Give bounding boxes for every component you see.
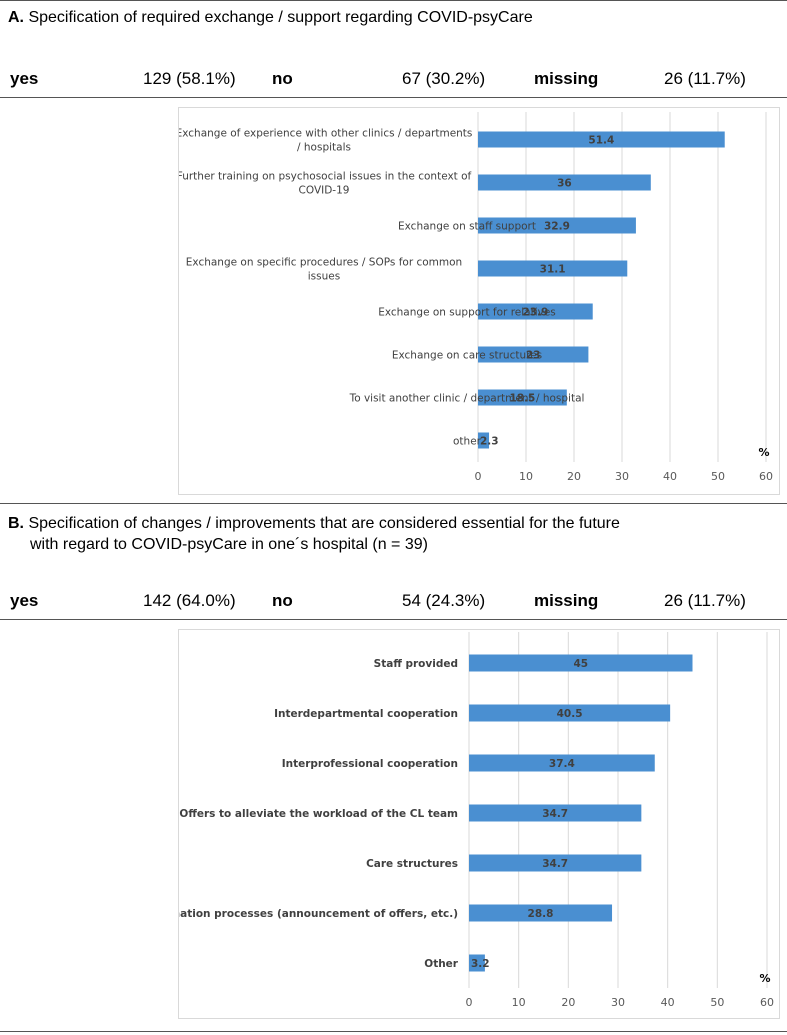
chart-b-data-label: 34.7 bbox=[542, 858, 568, 870]
chart-b-tick-label: 40 bbox=[661, 996, 675, 1009]
section-a-yes-value: 129 (58.1%) bbox=[143, 69, 236, 88]
chart-b-tick-label: 60 bbox=[760, 996, 774, 1009]
chart-a-data-label: 31.1 bbox=[540, 264, 566, 276]
chart-a-category-label: Exchange on care structures bbox=[392, 350, 542, 362]
chart-b-data-label: 40.5 bbox=[557, 708, 583, 720]
chart-b-bar bbox=[469, 904, 613, 922]
chart-b-category-label: Care structures bbox=[366, 858, 458, 870]
chart-a-category-label: To visit another clinic / department / h… bbox=[349, 393, 585, 405]
chart-a-data-label: 32.9 bbox=[544, 221, 570, 233]
section-a-stats-divider bbox=[0, 97, 787, 98]
chart-b-data-label: 45 bbox=[573, 658, 588, 670]
chart-a-data-label: 23 bbox=[526, 350, 541, 362]
section-b-letter: B. bbox=[8, 515, 24, 532]
chart-a-tick-label: 30 bbox=[615, 470, 629, 483]
chart-b: 0 10 20 30 40 50 60% 45 Staff provided 40.5 Interd… bbox=[141, 632, 774, 1009]
chart-a-tick-label: 0 bbox=[475, 470, 482, 483]
chart-a-bar bbox=[478, 217, 636, 234]
section-a-missing-value: 26 (11.7%) bbox=[664, 69, 746, 88]
section-b-yes-label: yes bbox=[10, 591, 39, 610]
chart-a: 0 10 20 30 40 50 60% 51.4 Exchange of experience… bbox=[176, 112, 773, 483]
chart-b-tick-label: 10 bbox=[512, 996, 526, 1009]
chart-a-bar bbox=[478, 303, 593, 320]
section-b-no-label: no bbox=[272, 591, 293, 610]
chart-a-tick-label: 20 bbox=[567, 470, 581, 483]
chart-a-category-label: Exchange of experience with other clinic… bbox=[179, 128, 472, 154]
chart-b-tick-label: 20 bbox=[561, 996, 575, 1009]
section-b-no-value: 54 (24.3%) bbox=[402, 591, 486, 610]
section-a-missing-label: missing bbox=[534, 69, 599, 88]
chart-a-data-label: 51.4 bbox=[588, 135, 614, 147]
chart-a-bar bbox=[478, 174, 651, 191]
chart-a-frame: 0 10 20 30 40 50 60% 51.4 Exchange of experience… bbox=[176, 107, 780, 495]
chart-b-tick-label: 30 bbox=[611, 996, 625, 1009]
chart-b-frame: 0 10 20 30 40 50 60% 45 Staff provided 40.5 Interd… bbox=[141, 629, 780, 1019]
chart-b-category-label: Offers to alleviate the workload of the … bbox=[179, 808, 458, 820]
chart-a-bar bbox=[478, 389, 567, 406]
chart-b-category-label: Information processes (announcement of o… bbox=[179, 908, 458, 920]
chart-b-category-label: Other bbox=[424, 958, 459, 970]
section-b-missing-value: 26 (11.7%) bbox=[664, 591, 746, 610]
section-b-title-line-2: with regard to COVID-psyCare in one´s ho… bbox=[30, 536, 428, 553]
chart-a-tick-label: 10 bbox=[519, 470, 533, 483]
chart-b-bar bbox=[469, 804, 642, 822]
section-b-missing-label: missing bbox=[534, 591, 599, 610]
section-b-stats-divider bbox=[0, 619, 787, 620]
section-a-no-label: no bbox=[272, 69, 293, 88]
chart-a-category-label: other bbox=[453, 436, 482, 448]
chart-b-bar bbox=[469, 954, 485, 972]
section-a-title-line-1: Specification of required exchange / sup… bbox=[28, 9, 533, 26]
chart-a-tick-label: 60 bbox=[759, 470, 773, 483]
chart-b-category-label: Interprofessional cooperation bbox=[282, 758, 458, 770]
chart-b-bar bbox=[469, 704, 671, 722]
chart-b-data-label: 28.8 bbox=[528, 908, 554, 920]
chart-b-bar bbox=[469, 854, 642, 872]
chart-a-data-label: 2.3 bbox=[480, 436, 499, 448]
chart-a-category-label: Exchange on staff support bbox=[398, 221, 536, 233]
chart-a-data-label: 18.5 bbox=[509, 393, 535, 405]
chart-b-unit-label: % bbox=[759, 972, 770, 985]
chart-a-bar bbox=[478, 131, 725, 148]
chart-b-data-label: 3.2 bbox=[471, 958, 490, 970]
chart-b-data-label: 34.7 bbox=[542, 808, 568, 820]
chart-b-bar bbox=[469, 754, 655, 772]
chart-a-category-label: Exchange on specific procedures / SOPs f… bbox=[186, 257, 462, 283]
chart-b-category-label: Staff provided bbox=[374, 658, 458, 670]
chart-a-bar bbox=[478, 260, 628, 277]
section-b-top-divider bbox=[0, 503, 787, 504]
section-a-title: A. Specification of required exchange / … bbox=[8, 8, 533, 28]
section-a-letter: A. bbox=[8, 9, 24, 26]
section-b-title-line-1-wrap: B. Specification of changes / improvemen… bbox=[8, 514, 620, 534]
chart-b-tick-label: 0 bbox=[466, 996, 473, 1009]
bottom-border bbox=[0, 1031, 787, 1032]
chart-a-bar bbox=[478, 432, 490, 449]
section-a-yes-label: yes bbox=[10, 69, 39, 88]
chart-b-category-label: Interdepartmental cooperation bbox=[274, 708, 458, 720]
chart-a-tick-label: 50 bbox=[711, 470, 725, 483]
chart-a-category-label: Further training on psychosocial issues … bbox=[179, 171, 472, 197]
section-a-no-value: 67 (30.2%) bbox=[402, 69, 486, 88]
chart-b-bar bbox=[469, 654, 693, 672]
chart-a-data-label: 23.9 bbox=[522, 307, 548, 319]
chart-a-bar bbox=[478, 346, 589, 363]
chart-a-category-label: Exchange on support for relatives bbox=[378, 307, 556, 319]
chart-a-data-label: 36 bbox=[557, 178, 572, 190]
chart-a-unit-label: % bbox=[758, 446, 769, 459]
section-b-title-line-1: Specification of changes / improvements … bbox=[28, 515, 620, 532]
chart-a-tick-label: 40 bbox=[663, 470, 677, 483]
top-border bbox=[0, 0, 787, 1]
chart-b-tick-label: 50 bbox=[710, 996, 724, 1009]
chart-b-data-label: 37.4 bbox=[549, 758, 575, 770]
section-b-yes-value: 142 (64.0%) bbox=[143, 591, 236, 610]
